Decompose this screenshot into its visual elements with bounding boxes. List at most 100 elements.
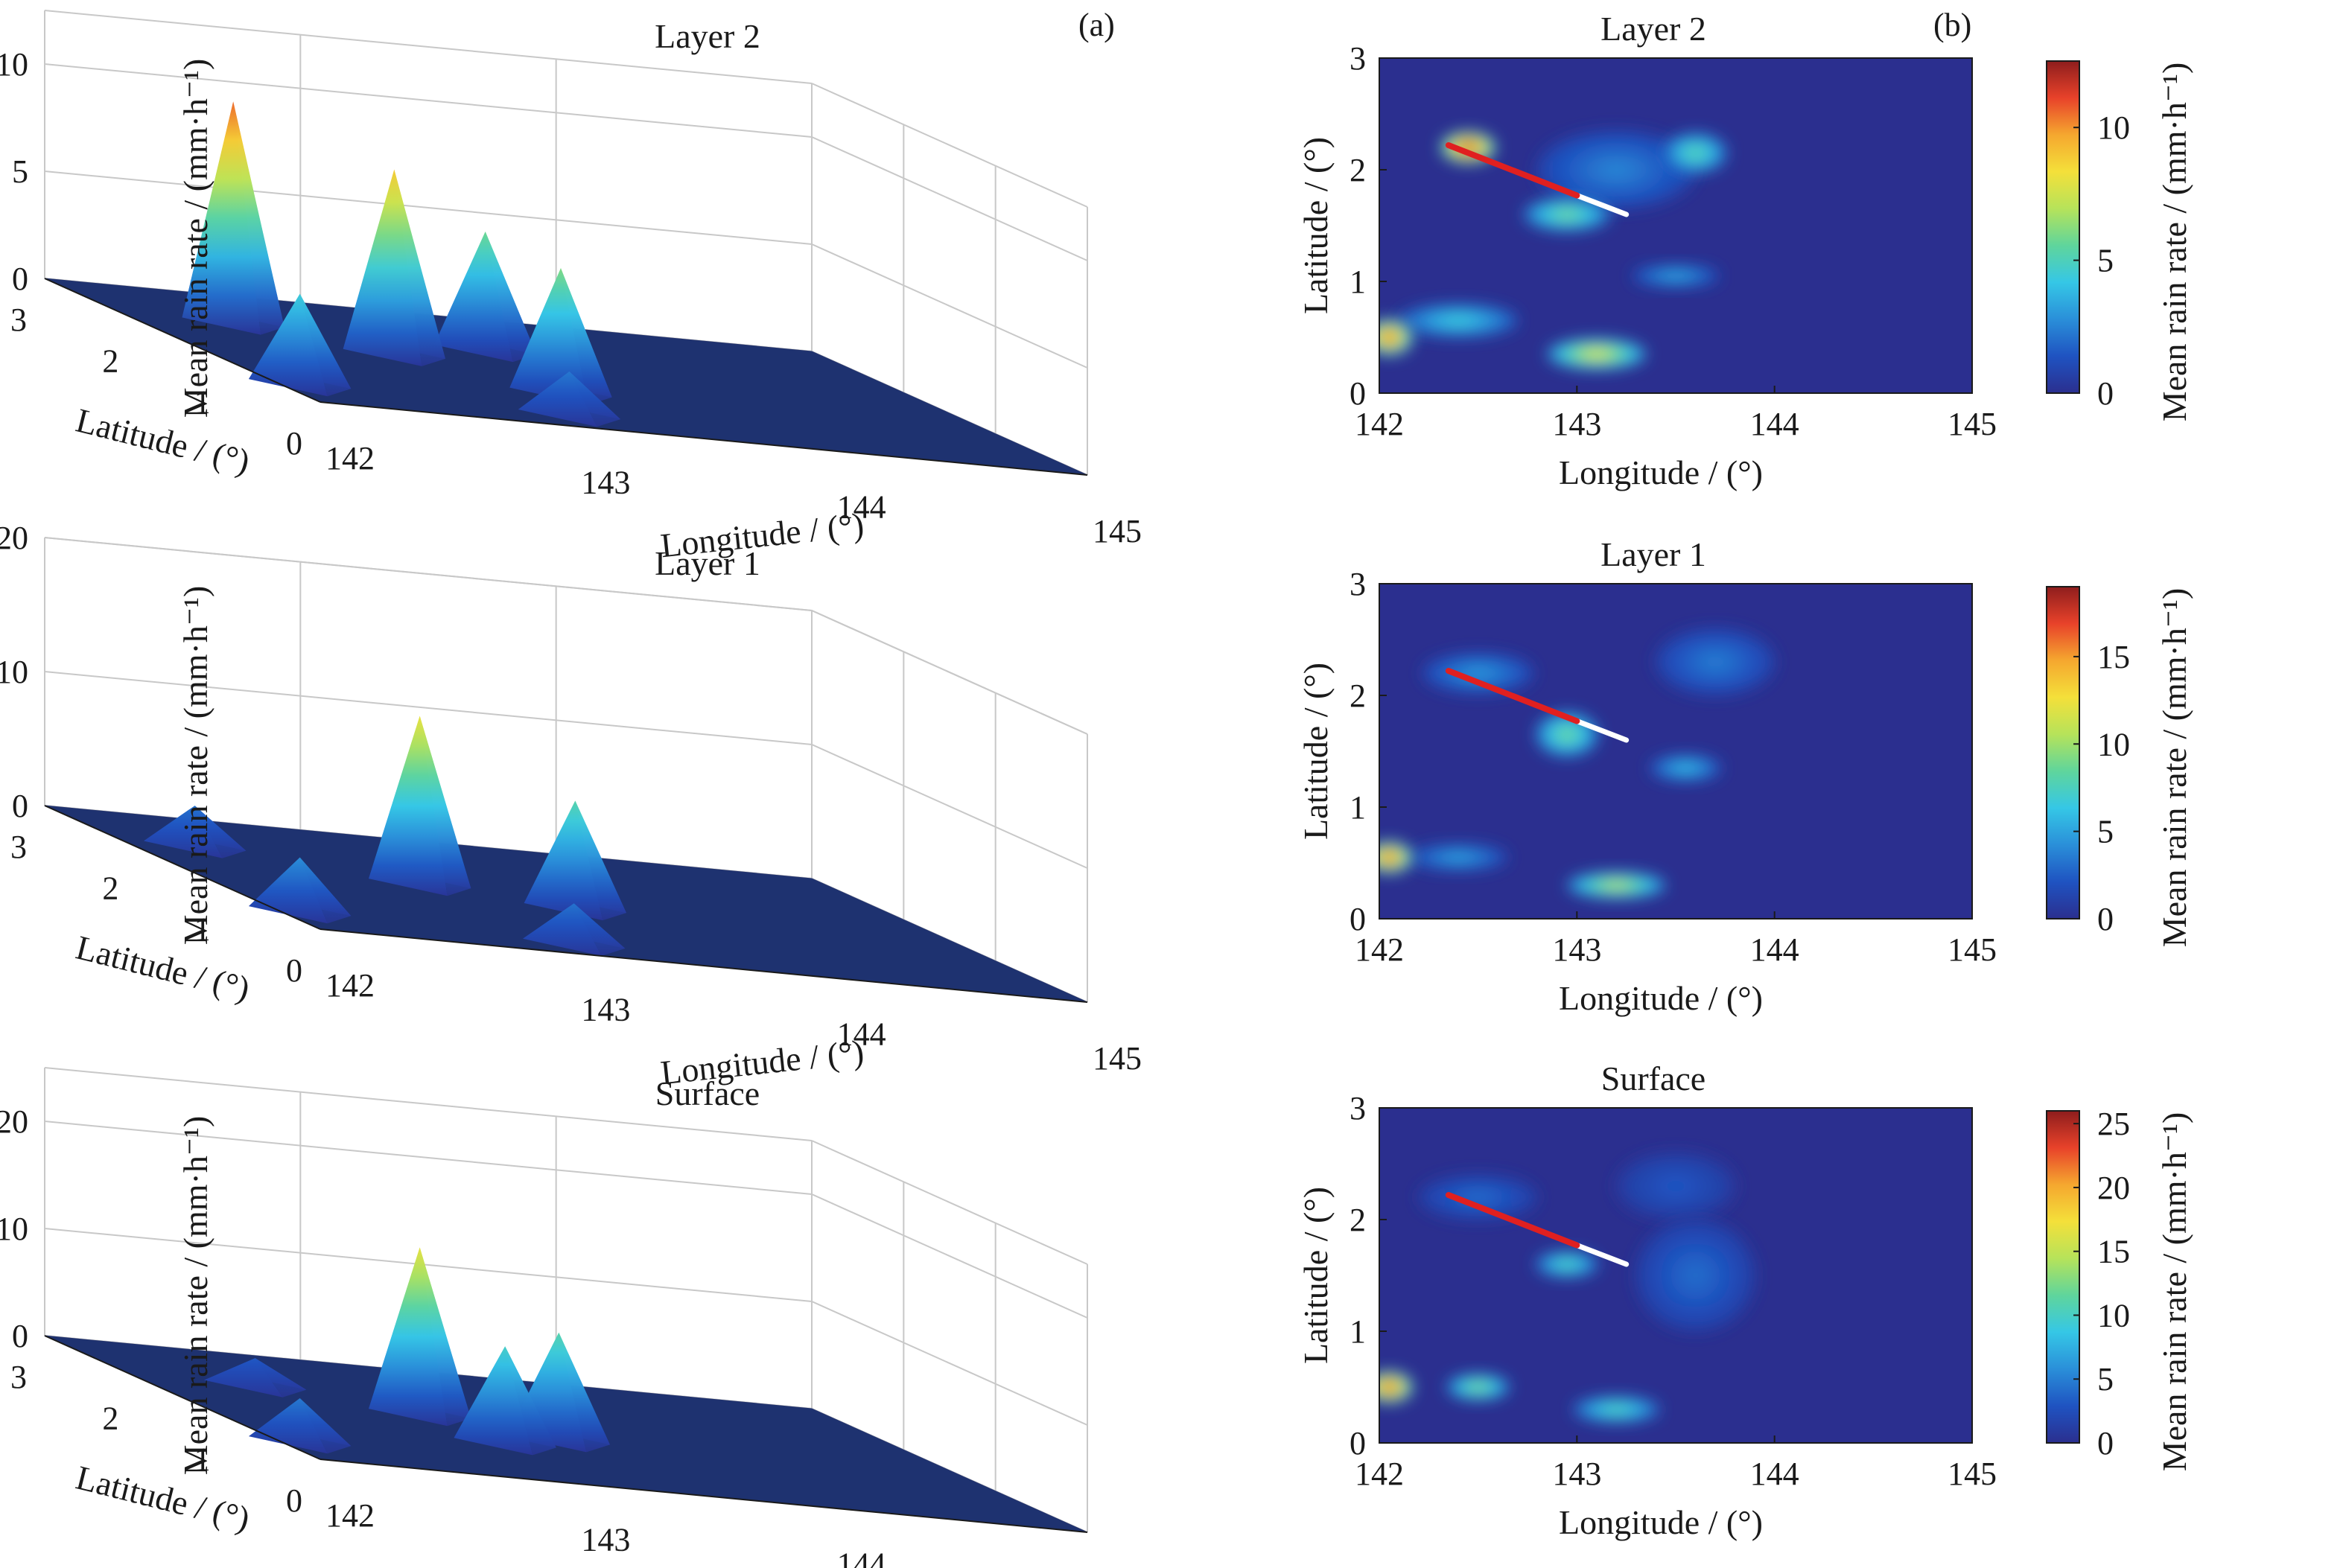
colorbar-tick-label: 5	[2097, 814, 2114, 850]
blob-level	[1683, 1264, 1708, 1287]
track-segment-red	[1445, 142, 1580, 199]
x-tick-label: 143	[581, 465, 630, 501]
y-tick-label: 1	[1350, 789, 1366, 826]
heatmap-blob	[1616, 1153, 1735, 1220]
peak-face	[233, 101, 284, 335]
z-axis-label: Mean rain rate / (mm·h⁻¹)	[177, 1116, 214, 1476]
x-tick-label: 143	[1552, 1456, 1601, 1492]
x-tick-label: 144	[837, 488, 886, 525]
y-axis-label: Latitude / (°)	[1297, 663, 1335, 840]
colorbar-label: Mean rain rate / (mm·h⁻¹)	[2155, 1112, 2193, 1472]
x-tick-label: 142	[1355, 1456, 1404, 1492]
y-tick-label: 0	[1350, 901, 1366, 937]
surface-peak	[204, 1358, 307, 1398]
front-edge-y	[44, 805, 321, 930]
heatmap-blob	[1379, 841, 1414, 873]
colorbar-label: Mean rain rate / (mm·h⁻¹)	[2155, 63, 2193, 422]
colorbar-label: Mean rain rate / (mm·h⁻¹)	[2155, 588, 2193, 948]
chart-title: Surface	[655, 1074, 760, 1112]
colorbar	[2046, 1110, 2080, 1444]
peak-face	[569, 371, 621, 427]
x-axis-label: Longitude / (°)	[1559, 979, 1763, 1017]
back-top-edge	[44, 1067, 813, 1141]
blob-level	[1703, 655, 1727, 669]
blob-level	[1472, 1384, 1485, 1390]
chart-title: Surface	[1601, 1059, 1706, 1097]
x-axis-label: Longitude / (°)	[659, 1563, 866, 1568]
colorbar-tick-label: 15	[2097, 1234, 2130, 1270]
heatmap-frame	[1379, 57, 1973, 394]
side-top-edge	[811, 1140, 1088, 1265]
peak-face	[434, 232, 513, 363]
y-tick-label: 3	[1350, 40, 1366, 77]
peak-face	[454, 1346, 533, 1456]
chart-title: Layer 2	[655, 17, 760, 55]
heatmap-blob	[1446, 1374, 1510, 1400]
peak-face	[575, 800, 626, 921]
heatmap-field	[1379, 1153, 1755, 1423]
heatmap-frame	[1379, 1107, 1973, 1444]
y-tick-label: 3	[10, 302, 27, 338]
blob-level	[1384, 334, 1394, 341]
heatmap-frame	[1379, 583, 1973, 920]
peak-face	[485, 232, 537, 363]
surface-peak	[249, 1398, 352, 1454]
heatmap-blob	[1399, 304, 1518, 337]
x-tick-label: 142	[1355, 406, 1404, 442]
z-tick-label: 10	[0, 1211, 28, 1247]
blob-level	[1600, 162, 1633, 178]
z-tick-label: 20	[0, 520, 28, 556]
y-axis-label: Latitude / (°)	[72, 401, 253, 480]
heatmap-blob	[1632, 264, 1720, 287]
y-tick-label: 2	[102, 342, 118, 379]
peak-face	[299, 857, 352, 924]
blob-level	[1664, 1179, 1688, 1193]
heatmap-blob	[1664, 133, 1727, 173]
colorbar-tick-label: 5	[2097, 243, 2114, 279]
peak-face	[194, 806, 247, 858]
heatmap-blob	[1635, 1220, 1755, 1331]
colorbar-tick-label: 10	[2097, 109, 2130, 146]
surface-peak	[524, 800, 626, 921]
y-tick-label: 0	[286, 425, 302, 462]
colorbar	[2046, 60, 2080, 394]
track-segment-white	[1574, 1243, 1630, 1267]
blob-level	[1466, 669, 1490, 678]
chart-title: Layer 1	[655, 544, 760, 582]
chart-title: Layer 2	[1600, 10, 1706, 48]
peak-face	[249, 293, 328, 397]
surface-peak	[369, 1247, 471, 1427]
heatmap-blob	[1656, 628, 1775, 695]
heatmap-blob	[1523, 197, 1611, 232]
track-segment-red	[1445, 668, 1580, 724]
y-tick-label: 0	[286, 952, 302, 989]
y-axis-label: Latitude / (°)	[1297, 137, 1335, 314]
front-edge-x	[320, 928, 1088, 1003]
blob-level	[1560, 1261, 1574, 1267]
heatmap-field	[1379, 628, 1775, 899]
colorbar-tick-label: 10	[2097, 1297, 2130, 1333]
colorbar-tick-label: 20	[2097, 1170, 2130, 1206]
colorbar-tick-label: 25	[2097, 1106, 2130, 1142]
blob-level	[1606, 882, 1627, 888]
heatmap-chart-2: Layer 1 142 143 144 145 0 1 2 3 Longitude / (°) La…	[1297, 535, 2193, 1017]
grid-line-z	[44, 537, 1088, 735]
blob-level	[1667, 273, 1685, 278]
x-tick-label: 145	[1948, 931, 1997, 968]
blob-level	[1466, 1193, 1490, 1202]
x-tick-label: 145	[1948, 1456, 1997, 1492]
surface-peak	[369, 716, 471, 896]
grid-line-z	[44, 63, 1088, 261]
y-tick-label: 3	[10, 1359, 27, 1395]
blob-level	[1586, 351, 1607, 357]
peak-face	[523, 903, 602, 956]
y-axis-label: Latitude / (°)	[72, 928, 253, 1007]
x-tick-label: 145	[1093, 1040, 1142, 1077]
blob-level	[1678, 765, 1693, 771]
heatmap-blob	[1379, 1371, 1414, 1403]
colorbar	[2046, 586, 2080, 920]
x-axis-label: Longitude / (°)	[1559, 1503, 1763, 1541]
